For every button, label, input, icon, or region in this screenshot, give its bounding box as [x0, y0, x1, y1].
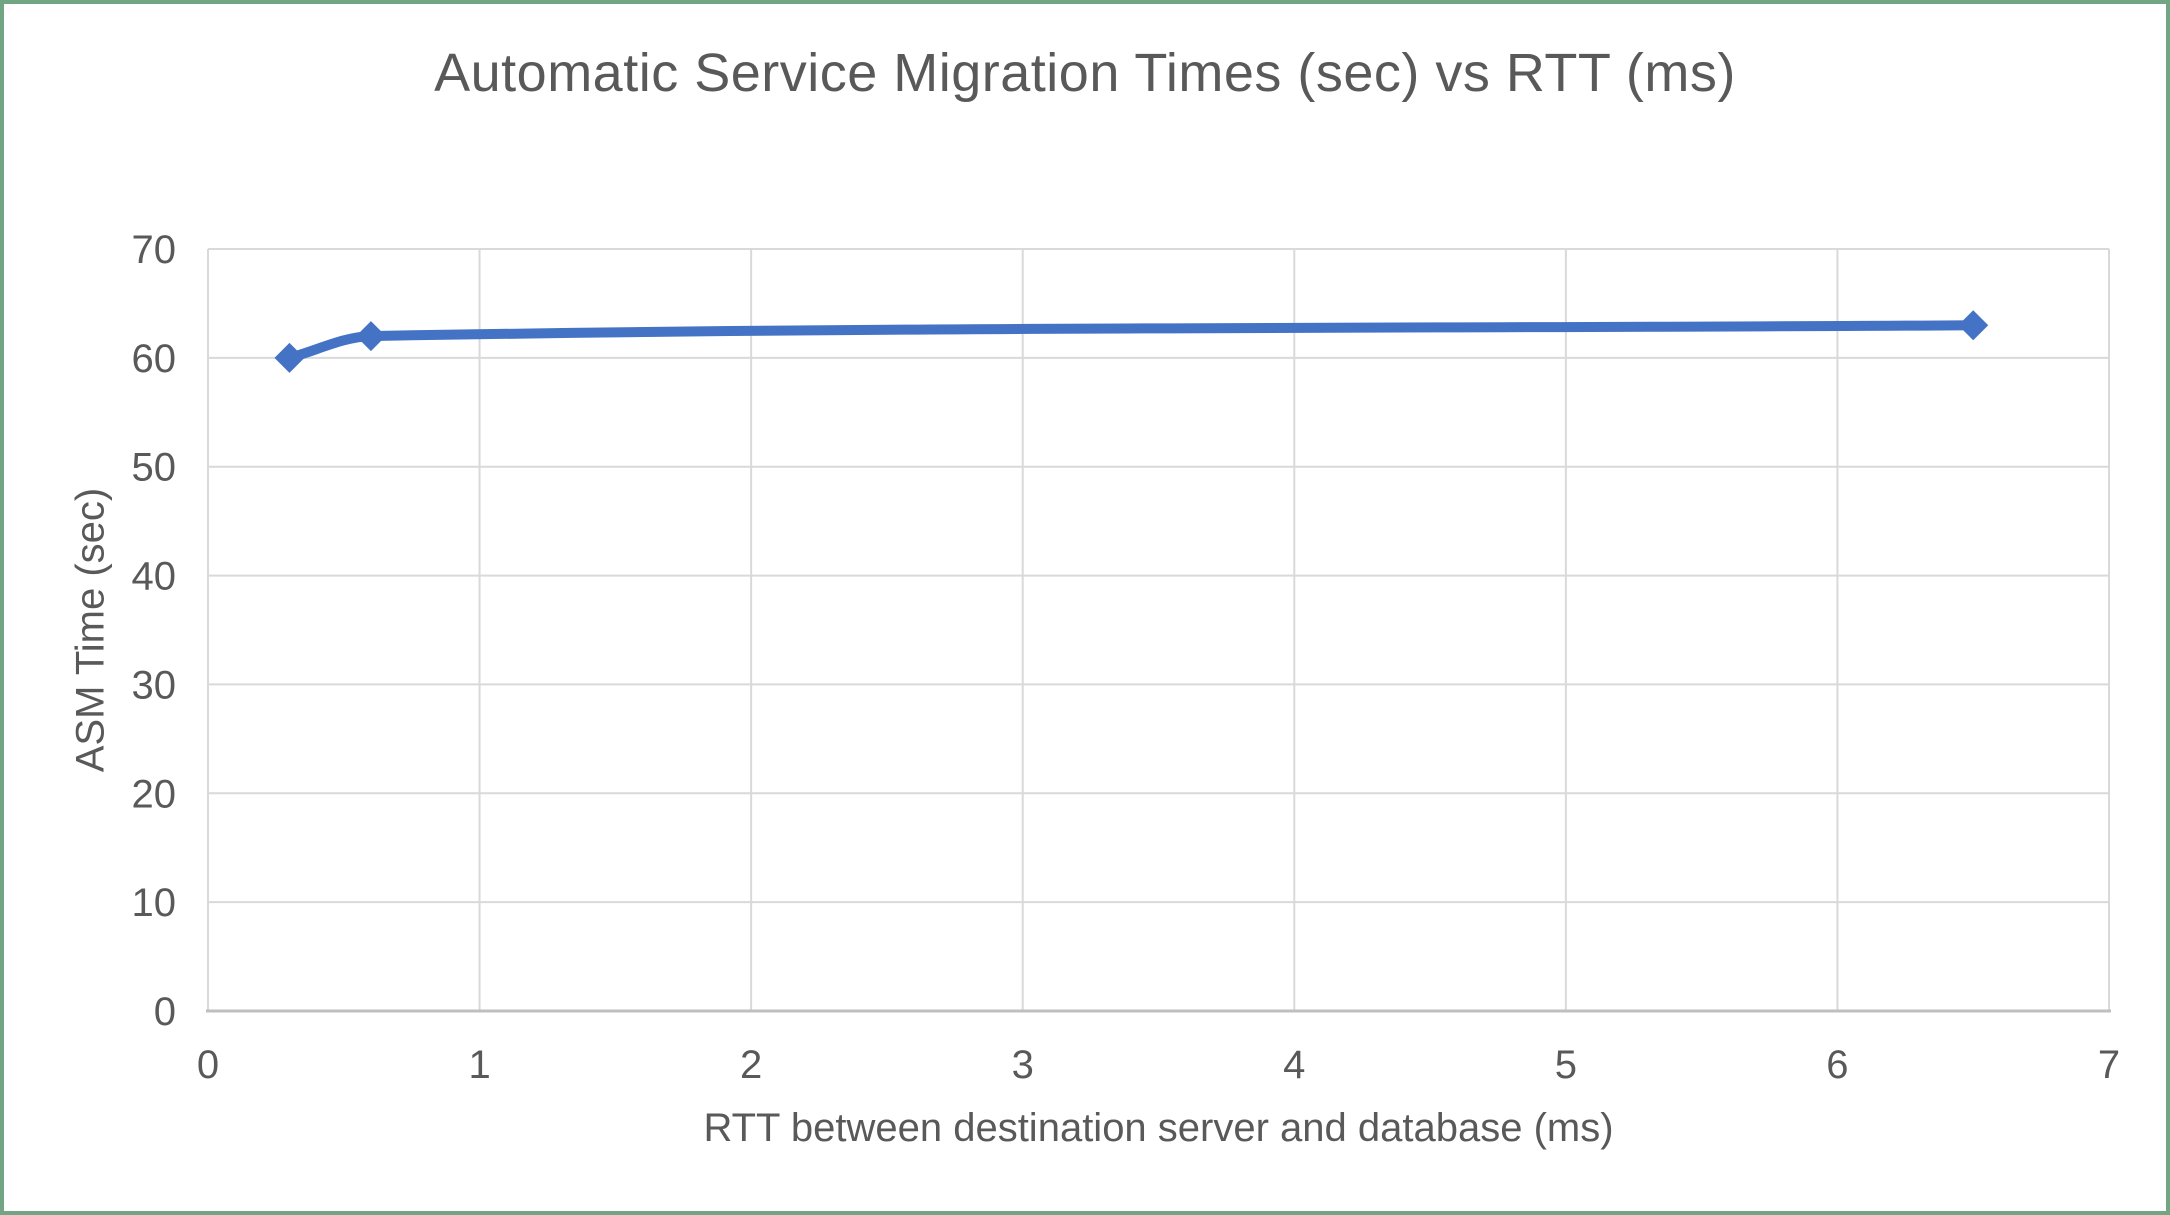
x-tick-label: 7 [2098, 1043, 2120, 1087]
x-tick-label: 3 [1012, 1043, 1034, 1087]
x-tick-label: 1 [468, 1043, 490, 1087]
plot-area: 0 10 20 30 40 50 60 70 0 1 2 3 4 5 6 7 [132, 228, 2121, 1087]
chart-title: Automatic Service Migration Times (sec) … [434, 43, 1736, 103]
y-tick-label: 30 [132, 663, 177, 707]
x-tick-label: 2 [740, 1043, 762, 1087]
y-tick-label: 40 [132, 555, 177, 599]
y-tick-label: 10 [132, 881, 177, 925]
x-tick-label: 0 [197, 1043, 219, 1087]
data-point-marker [274, 342, 305, 373]
data-point-marker [355, 321, 386, 352]
y-tick-label: 0 [154, 990, 176, 1034]
y-tick-label: 70 [132, 228, 177, 272]
y-axis-title: ASM Time (sec) [68, 487, 113, 773]
x-tick-label: 4 [1283, 1043, 1305, 1087]
y-tick-label: 60 [132, 337, 177, 381]
y-tick-label: 20 [132, 772, 177, 816]
data-point-marker [1958, 310, 1989, 341]
x-axis-title: RTT between destination server and datab… [703, 1106, 1614, 1150]
x-tick-label: 6 [1826, 1043, 1848, 1087]
x-tick-label: 5 [1555, 1043, 1577, 1087]
series-line [284, 320, 1979, 363]
y-tick-label: 50 [132, 446, 177, 490]
